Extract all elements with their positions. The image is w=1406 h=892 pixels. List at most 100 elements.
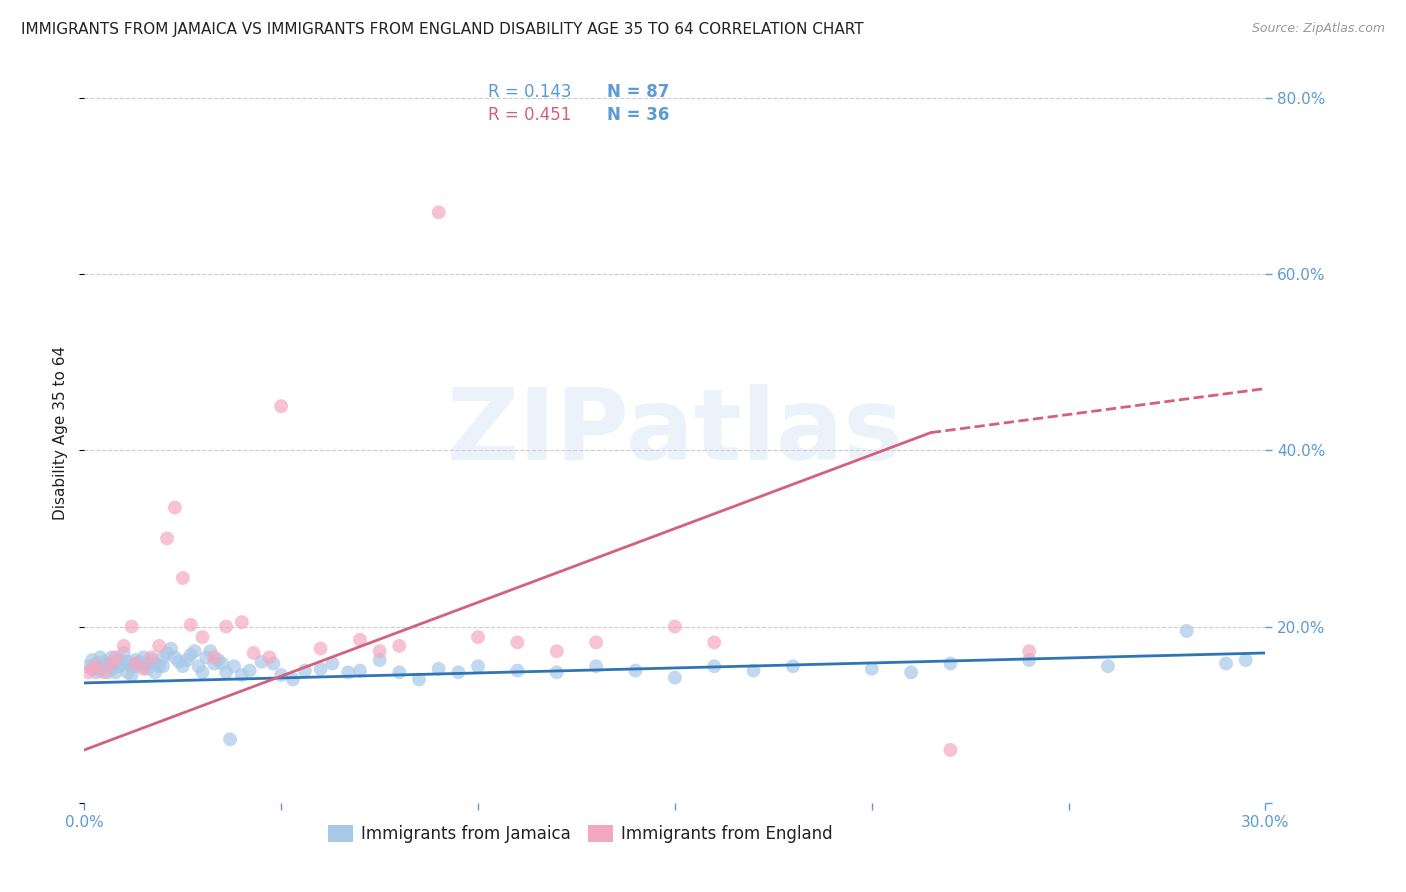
Point: [124, 657, 146, 671]
Point: [239, 664, 262, 678]
Point: [202, 650, 225, 665]
Point: [624, 664, 647, 678]
Point: [143, 665, 166, 680]
Point: [664, 619, 686, 633]
Point: [1215, 657, 1237, 671]
Point: [270, 668, 292, 682]
Point: [368, 653, 391, 667]
Point: [124, 653, 146, 667]
Point: [148, 639, 170, 653]
Point: [211, 657, 233, 671]
Point: [143, 657, 166, 671]
Point: [176, 653, 198, 667]
Legend: Immigrants from Jamaica, Immigrants from England: Immigrants from Jamaica, Immigrants from…: [322, 819, 839, 850]
Point: [112, 639, 135, 653]
Point: [156, 646, 179, 660]
Point: [222, 659, 245, 673]
Point: [156, 532, 179, 546]
Point: [136, 657, 159, 671]
Point: [250, 655, 273, 669]
Point: [195, 650, 218, 665]
Point: [388, 639, 411, 653]
Text: ZIPatlas: ZIPatlas: [447, 384, 903, 481]
Point: [93, 655, 115, 669]
Point: [427, 662, 450, 676]
Point: [187, 659, 209, 673]
Point: [82, 662, 104, 676]
Point: [703, 635, 725, 649]
Point: [132, 650, 155, 665]
Point: [467, 630, 489, 644]
Point: [1097, 659, 1119, 673]
Point: [97, 657, 120, 671]
Point: [262, 657, 284, 671]
Point: [337, 665, 360, 680]
Point: [939, 657, 962, 671]
Point: [1234, 653, 1257, 667]
Point: [160, 641, 183, 656]
Point: [585, 635, 607, 649]
Point: [117, 665, 139, 680]
Point: [270, 399, 292, 413]
Point: [242, 646, 264, 660]
Point: [89, 650, 111, 665]
Point: [207, 653, 229, 667]
Point: [281, 673, 304, 687]
Point: [200, 644, 222, 658]
Point: [148, 659, 170, 673]
Point: [101, 662, 124, 676]
Text: N = 87: N = 87: [606, 83, 669, 101]
Point: [112, 657, 135, 671]
Point: [782, 659, 804, 673]
Point: [121, 619, 143, 633]
Point: [585, 659, 607, 673]
Point: [84, 659, 107, 673]
Point: [231, 615, 253, 629]
Point: [259, 650, 281, 665]
Point: [82, 653, 104, 667]
Point: [180, 617, 202, 632]
Point: [152, 650, 174, 665]
Point: [163, 650, 186, 665]
Point: [101, 657, 124, 671]
Point: [141, 653, 163, 667]
Point: [309, 641, 332, 656]
Point: [141, 650, 163, 665]
Point: [506, 664, 529, 678]
Point: [215, 619, 238, 633]
Point: [101, 650, 124, 665]
Point: [294, 664, 316, 678]
Point: [172, 571, 194, 585]
Point: [172, 659, 194, 673]
Point: [124, 659, 146, 673]
Point: [104, 657, 127, 671]
Point: [191, 665, 214, 680]
Point: [77, 659, 100, 673]
Point: [408, 673, 430, 687]
Point: [664, 671, 686, 685]
Point: [163, 500, 186, 515]
Point: [167, 655, 190, 669]
Point: [84, 665, 107, 680]
Point: [1175, 624, 1198, 638]
Point: [93, 665, 115, 680]
Text: IMMIGRANTS FROM JAMAICA VS IMMIGRANTS FROM ENGLAND DISABILITY AGE 35 TO 64 CORRE: IMMIGRANTS FROM JAMAICA VS IMMIGRANTS FR…: [21, 22, 863, 37]
Text: N = 36: N = 36: [606, 106, 669, 124]
Point: [860, 662, 883, 676]
Point: [121, 659, 143, 673]
Point: [152, 659, 174, 673]
Point: [939, 743, 962, 757]
Point: [219, 732, 242, 747]
Point: [215, 665, 238, 680]
Point: [112, 646, 135, 660]
Point: [104, 650, 127, 665]
Point: [180, 648, 202, 662]
Point: [467, 659, 489, 673]
Point: [108, 659, 131, 673]
Point: [97, 665, 120, 680]
Point: [183, 644, 205, 658]
Point: [82, 662, 104, 676]
Point: [368, 644, 391, 658]
Point: [506, 635, 529, 649]
Point: [132, 662, 155, 676]
